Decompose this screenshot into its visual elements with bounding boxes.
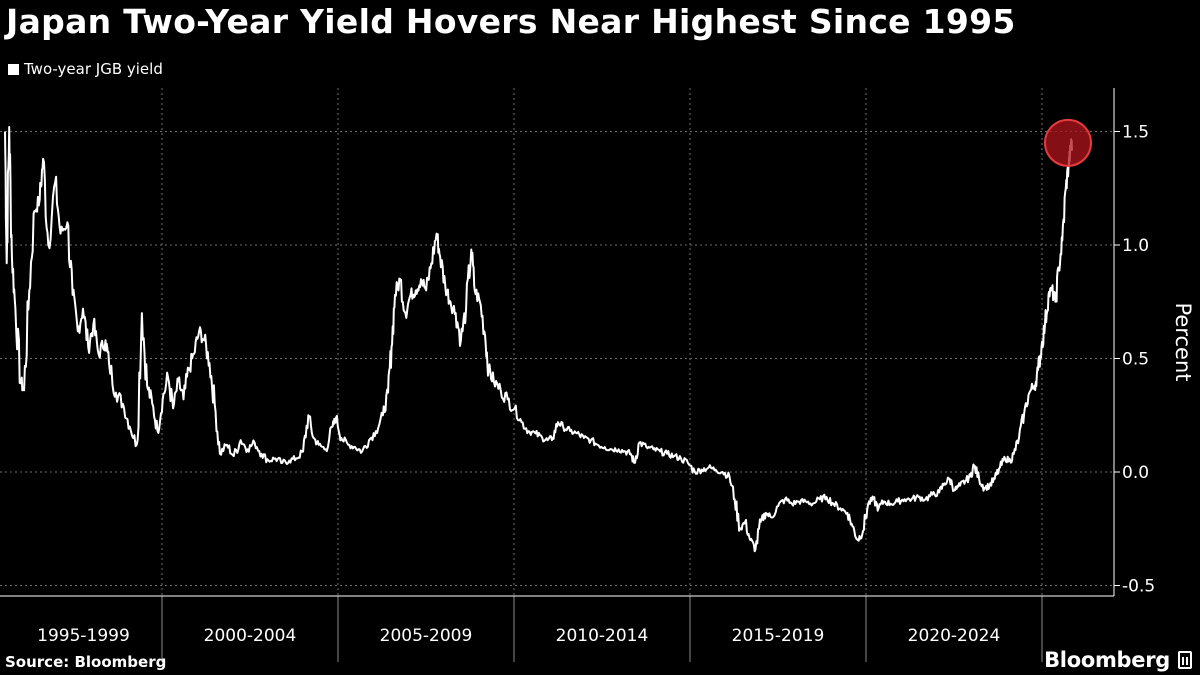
y-tick-label: 1.0 xyxy=(1122,236,1149,256)
x-category-label: 2015-2019 xyxy=(732,626,825,646)
highlight-layer xyxy=(1044,118,1092,167)
y-tick-label: -0.5 xyxy=(1122,577,1155,597)
legend-swatch xyxy=(8,63,19,75)
grid xyxy=(0,88,1114,596)
chart-title: Japan Two-Year Yield Hovers Near Highest… xyxy=(6,2,1016,41)
x-category-label: 2010-2014 xyxy=(556,626,649,646)
legend: Two-year JGB yield xyxy=(8,60,163,78)
highlight-circle xyxy=(1044,118,1092,167)
y-tick-label: 0.0 xyxy=(1122,463,1149,483)
x-category-label: 2020-2024 xyxy=(908,626,1001,646)
y-axis-title: Percent xyxy=(1171,302,1195,381)
series-layer xyxy=(4,126,1073,553)
source-note: Source: Bloomberg xyxy=(5,653,167,671)
x-category-label: 2005-2009 xyxy=(380,626,473,646)
bloomberg-terminal-icon xyxy=(1178,651,1192,669)
legend-label: Two-year JGB yield xyxy=(24,60,163,78)
y-tick-label: 1.5 xyxy=(1122,123,1149,143)
x-category-label: 2000-2004 xyxy=(204,626,297,646)
y-tick-label: 0.5 xyxy=(1122,350,1149,370)
axes: 1.5 1.0 0.5 0.0 -0.5 1995-1999 2000-2004 2005-2… xyxy=(0,88,1195,662)
brand-name: Bloomberg xyxy=(1044,648,1170,672)
series-line-two-year-jgb-yield xyxy=(4,126,1073,553)
brand: Bloomberg xyxy=(1044,648,1192,672)
x-category-label: 1995-1999 xyxy=(37,626,130,646)
